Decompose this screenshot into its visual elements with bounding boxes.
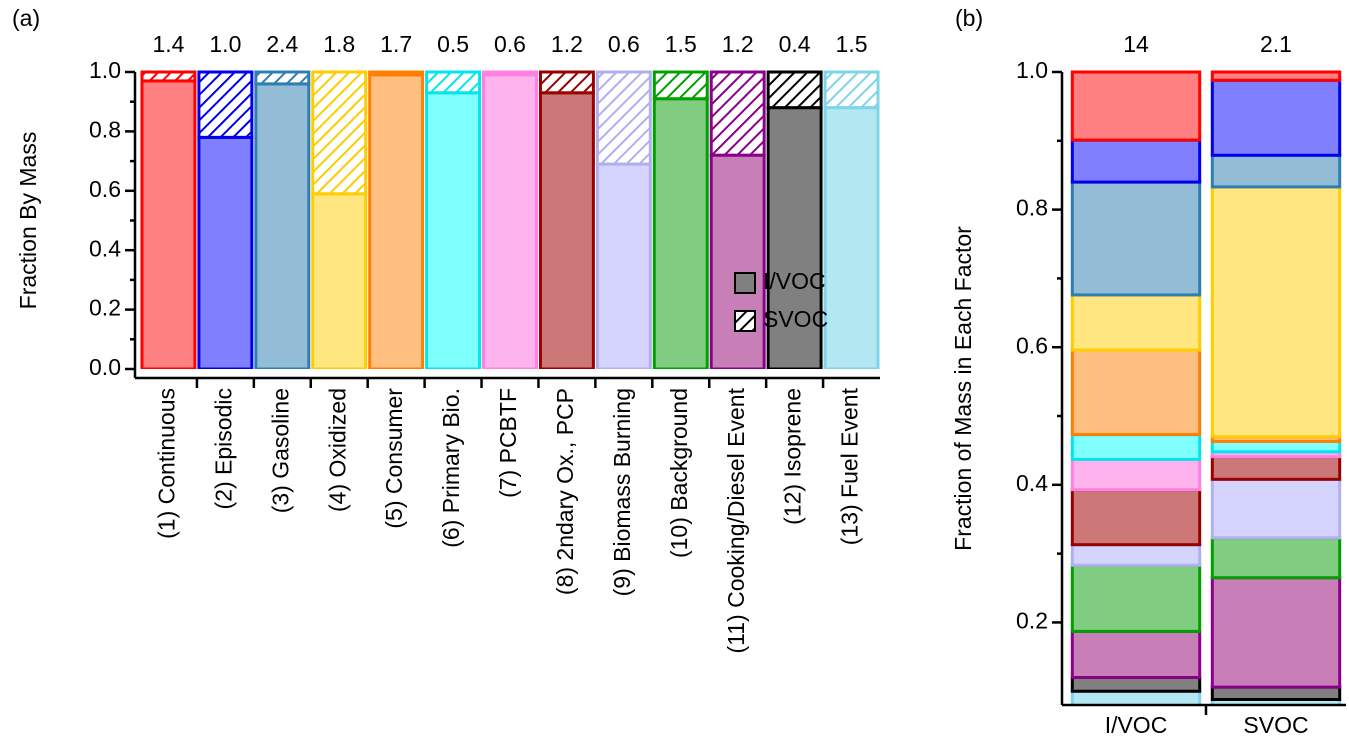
bar-segment xyxy=(1070,433,1202,461)
y-tick-label: 0.8 xyxy=(89,116,121,142)
x-tick-label: (9) Biomass Burning xyxy=(609,388,635,596)
bar-segment xyxy=(595,162,652,369)
bar-segment xyxy=(425,70,482,95)
y-tick-label: 0.6 xyxy=(1016,332,1048,358)
x-tick-label: (3) Gasoline xyxy=(267,388,293,513)
legend-swatch xyxy=(734,310,756,332)
bar-segment xyxy=(140,70,197,83)
bar-segment xyxy=(595,70,652,166)
total-label: 2.1 xyxy=(1260,31,1292,57)
bar-segment xyxy=(1070,70,1202,142)
x-tick-label: (2) Episodic xyxy=(210,388,236,509)
y-tick-label: 0.0 xyxy=(89,354,121,380)
bar-segment xyxy=(1070,629,1202,679)
total-label: 0.4 xyxy=(779,31,811,57)
bar-segment xyxy=(538,91,595,369)
bar-segment xyxy=(197,70,254,139)
total-label: 0.6 xyxy=(494,31,526,57)
legend-label: I/VOC xyxy=(763,268,826,294)
bar-segment xyxy=(1070,488,1202,547)
x-tick-label: (6) Primary Bio. xyxy=(438,388,464,548)
bar-segment xyxy=(1210,153,1342,189)
bar-segment xyxy=(709,70,766,157)
bar-segment xyxy=(311,192,368,369)
total-label: 1.4 xyxy=(152,31,184,57)
legend-label: SVOC xyxy=(763,306,828,332)
total-label: 2.4 xyxy=(266,31,298,57)
bars xyxy=(1070,70,1342,705)
bar-segment xyxy=(1210,685,1342,701)
bar-segment xyxy=(1210,477,1342,540)
bar-segment xyxy=(1070,543,1202,567)
x-tick-label: SVOC xyxy=(1243,712,1308,738)
y-tick-label: 1.0 xyxy=(1016,57,1048,83)
total-label: 1.7 xyxy=(380,31,412,57)
total-label: 1.2 xyxy=(722,31,754,57)
bar-segment xyxy=(766,70,823,110)
bar-segment xyxy=(311,70,368,196)
bar-segment xyxy=(140,79,197,369)
total-label: 1.2 xyxy=(551,31,583,57)
x-tick-label: (11) Cooking/Diesel Event xyxy=(723,387,749,653)
bar-segment xyxy=(1070,180,1202,297)
bar-segment xyxy=(823,106,880,369)
y-tick-label: 0.2 xyxy=(89,295,121,321)
y-tick-label: 0.6 xyxy=(89,176,121,202)
bar-segment xyxy=(1210,78,1342,157)
y-axis-title: Fraction By Mass xyxy=(15,132,41,310)
bar-segment xyxy=(1210,70,1342,82)
y-tick-label: 1.0 xyxy=(89,57,121,83)
legend-swatch xyxy=(734,272,756,294)
bar-segment xyxy=(368,70,425,77)
bar-segment xyxy=(254,82,311,369)
x-tick-label: (4) Oxidized xyxy=(324,388,350,512)
bar-segment xyxy=(368,73,425,369)
x-tick-label: (7) PCBTF xyxy=(495,388,521,498)
bars xyxy=(140,70,880,369)
x-tick-label: (10) Background xyxy=(666,388,692,558)
panel-label: (a) xyxy=(12,5,40,31)
bar-segment xyxy=(823,70,880,110)
total-label: 1.5 xyxy=(836,31,868,57)
bar-segment xyxy=(197,135,254,369)
bar-segment xyxy=(652,97,709,369)
bar-segment xyxy=(1210,185,1342,439)
y-tick-label: 0.2 xyxy=(1016,608,1048,634)
bar-segment xyxy=(1070,138,1202,184)
y-tick-label: 0.4 xyxy=(89,235,121,261)
bar-segment xyxy=(1070,563,1202,633)
total-label: 1.0 xyxy=(209,31,241,57)
bar-segment xyxy=(1070,348,1202,437)
total-label: 0.6 xyxy=(608,31,640,57)
bar-segment xyxy=(425,91,482,369)
bar-segment xyxy=(1210,536,1342,580)
bar-segment xyxy=(254,70,311,86)
x-tick-label: (8) 2ndary Ox., PCP xyxy=(552,388,578,595)
x-tick-label: (13) Fuel Event xyxy=(837,387,863,545)
bar-segment xyxy=(1210,439,1342,454)
bar-segment xyxy=(538,70,595,95)
total-label: 0.5 xyxy=(437,31,469,57)
total-label: 14 xyxy=(1123,31,1149,57)
bar-segment xyxy=(1070,675,1202,693)
bar-segment xyxy=(482,73,538,369)
bar-segment xyxy=(652,70,709,101)
bar-segment xyxy=(482,70,538,77)
bar-segment xyxy=(1070,293,1202,352)
x-tick-label: (1) Continuous xyxy=(154,388,180,539)
total-label: 1.5 xyxy=(665,31,697,57)
bar-segment xyxy=(1070,457,1202,492)
x-tick-label: (5) Consumer xyxy=(381,388,407,529)
x-tick-label: (12) Isoprene xyxy=(780,388,806,525)
y-tick-label: 0.4 xyxy=(1016,470,1048,496)
x-tick-label: I/VOC xyxy=(1105,712,1168,738)
bar-segment xyxy=(1210,576,1342,689)
bar-segment xyxy=(709,153,766,369)
total-label: 1.8 xyxy=(323,31,355,57)
y-axis-title: Fraction of Mass in Each Factor xyxy=(950,226,976,551)
panel-label: (b) xyxy=(955,5,983,31)
y-tick-label: 0.8 xyxy=(1016,195,1048,221)
bar-segment xyxy=(1210,455,1342,481)
